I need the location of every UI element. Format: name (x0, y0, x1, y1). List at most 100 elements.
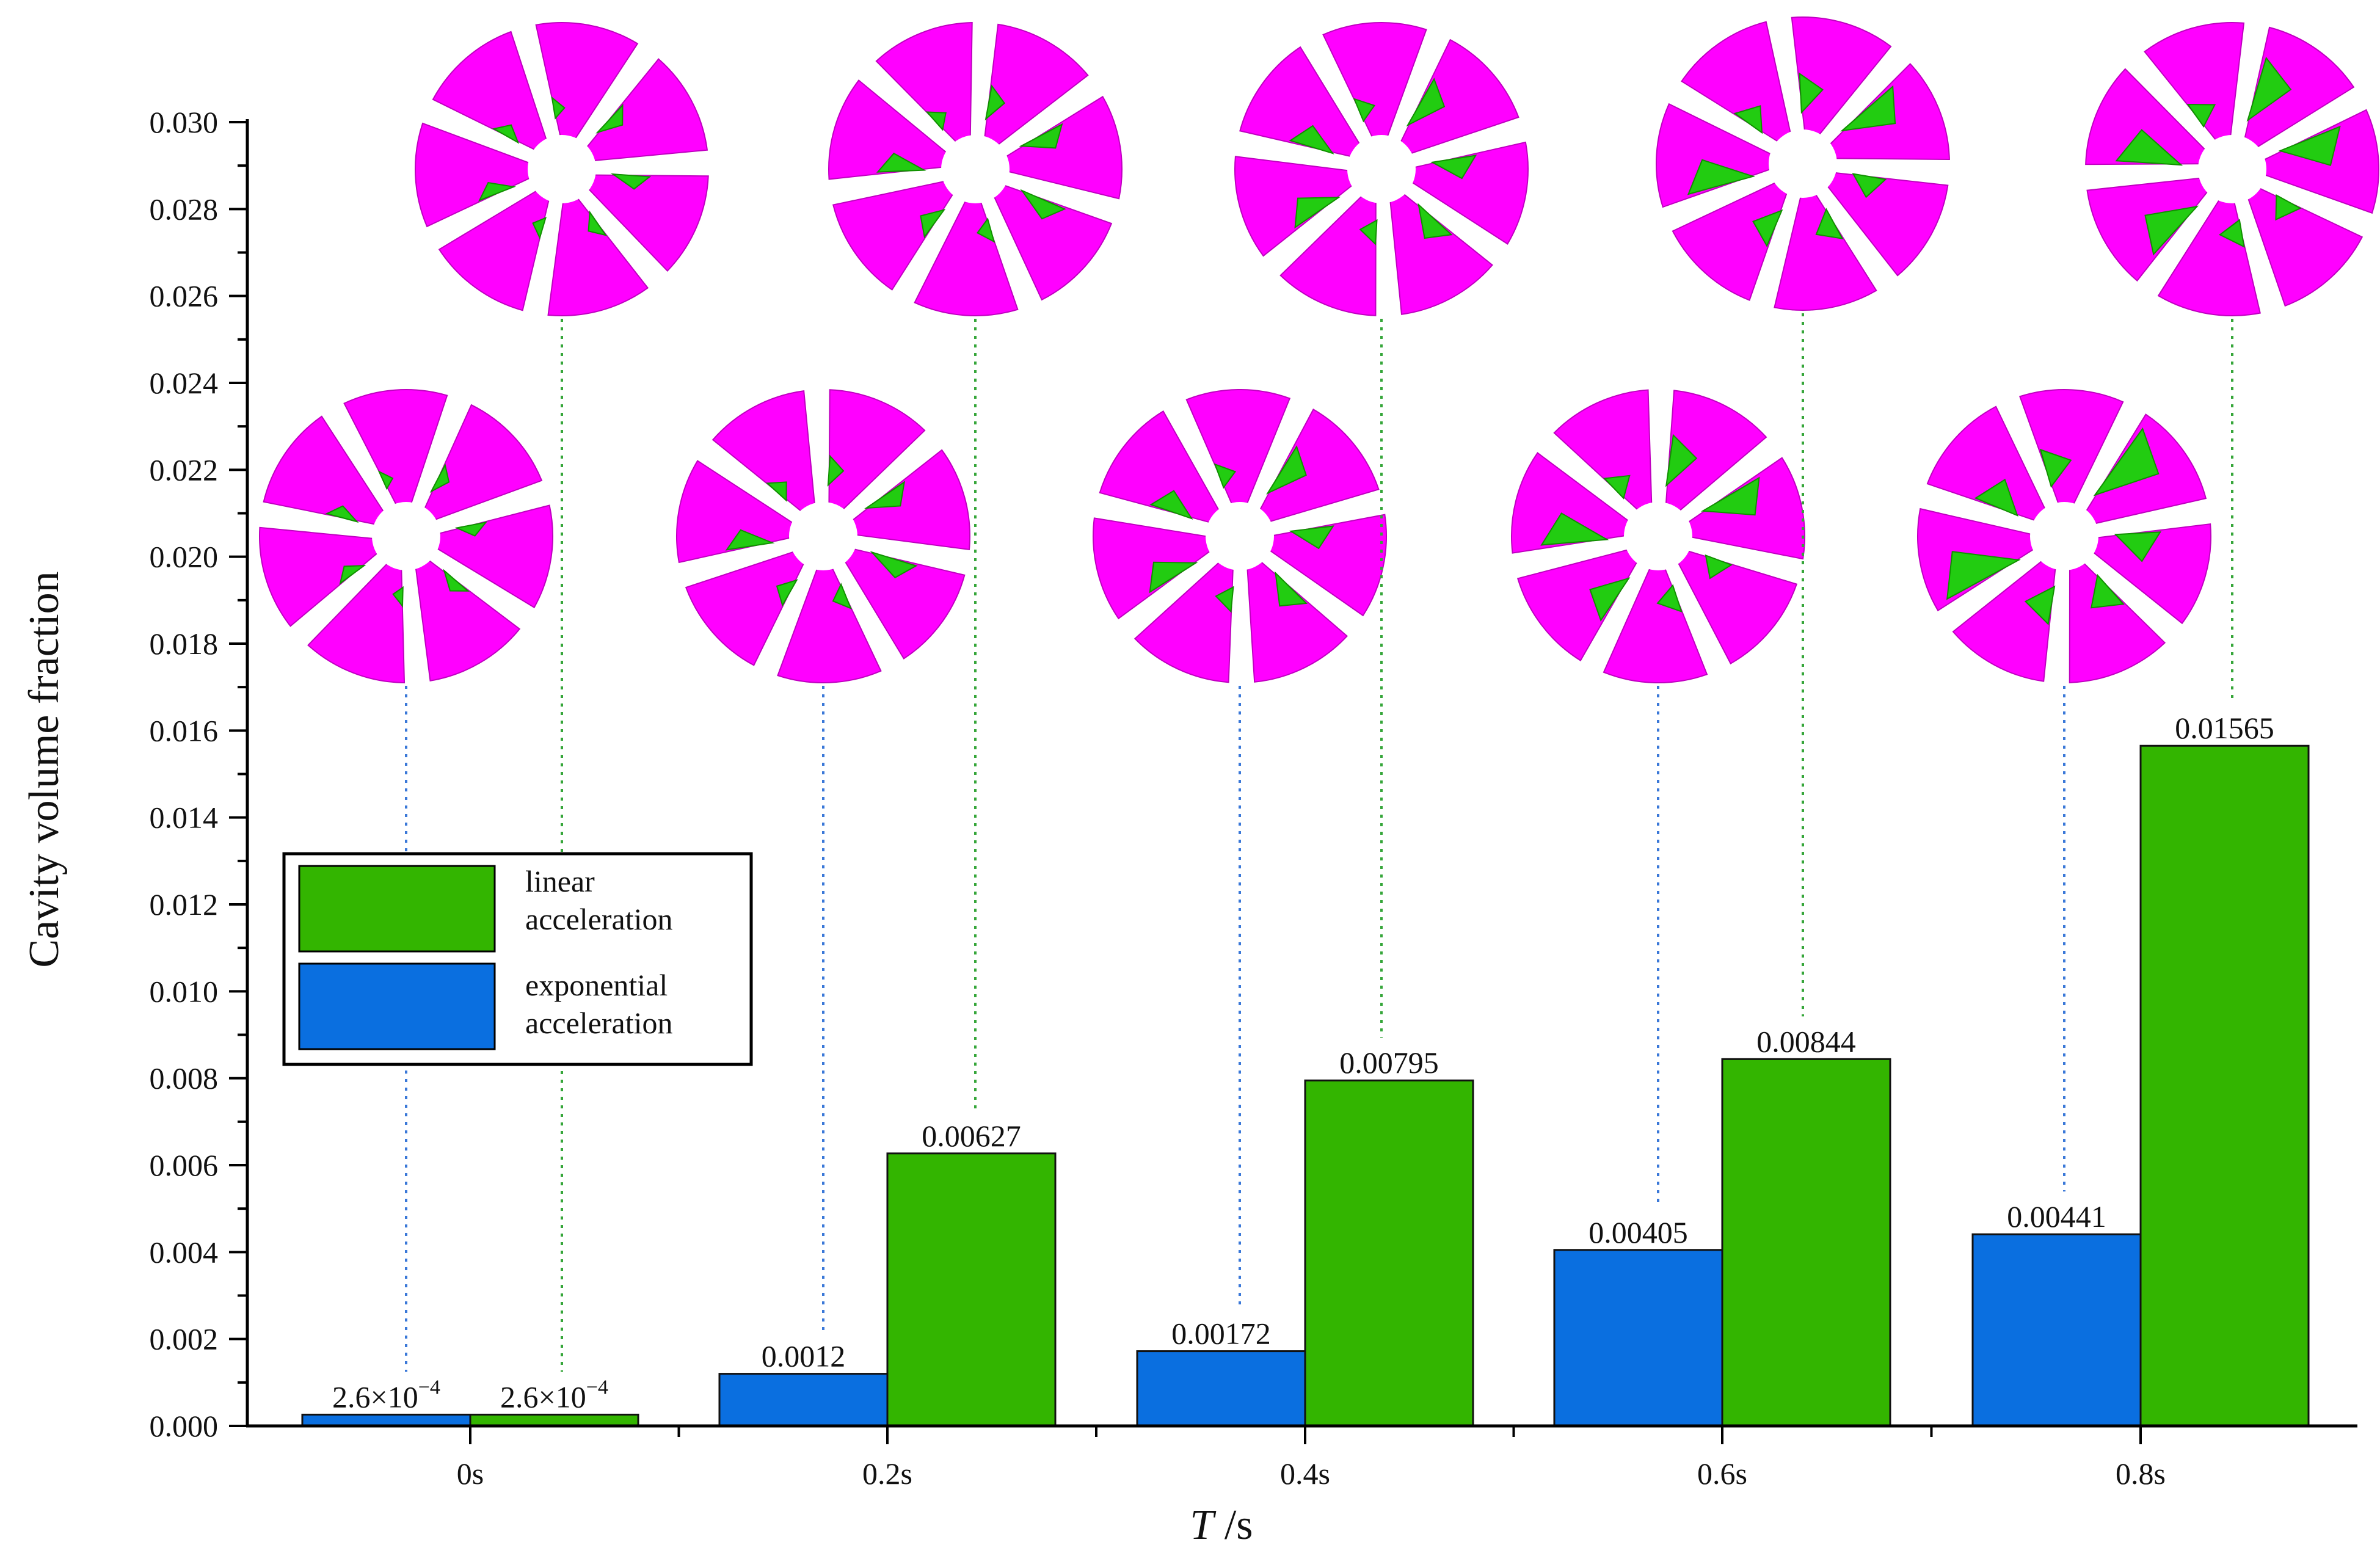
cavity-patch (1540, 512, 1609, 546)
bar-linear-1 (886, 1152, 1057, 1427)
bar-linear-0 (469, 1413, 639, 1427)
propeller-blade (1246, 556, 1348, 683)
y-tick-label: 0.006 (150, 1148, 219, 1182)
propeller-blade (685, 548, 809, 666)
cavity-patch (832, 583, 852, 609)
cavity-patch (1700, 476, 1760, 516)
cavity-patch (392, 586, 404, 608)
cavity-patch (2115, 129, 2183, 166)
cavity-patch (2024, 585, 2056, 625)
x-tick-label: 0s (457, 1456, 484, 1491)
cavity-patch (1214, 463, 1237, 489)
cavity-patch (1974, 478, 2018, 517)
propeller-blade (1791, 16, 1892, 142)
propeller-blade (1603, 561, 1708, 683)
propeller-blade (1774, 187, 1877, 311)
legend-label-linear: linear acceleration (525, 864, 672, 936)
propeller-hub (1347, 135, 1416, 203)
propeller-linear-0 (415, 22, 709, 316)
propeller-blade (840, 547, 966, 660)
cavity-patch (1430, 155, 1477, 180)
x-axis-label-italic: T (1190, 1502, 1217, 1549)
legend-swatch-exponential (298, 962, 496, 1050)
propeller-hub (2030, 502, 2098, 570)
y-tick-label: 0.012 (150, 887, 219, 922)
cavity-patch (1359, 219, 1378, 246)
propeller-images (259, 16, 2379, 683)
propeller-blade (263, 415, 389, 527)
y-tick-label: 0.000 (150, 1409, 219, 1443)
cavity-patch (1705, 554, 1733, 580)
cavity-patch (765, 481, 787, 502)
cavity-patch (864, 481, 906, 509)
bar-value-label: 0.00795 (1339, 1045, 1439, 1080)
y-tick-label: 0.004 (150, 1235, 219, 1269)
cavity-patch (492, 124, 520, 144)
propeller-blade (1262, 514, 1387, 617)
axes (229, 119, 2357, 1444)
cavity-patch (1656, 584, 1683, 613)
cavity-patch (1019, 123, 1063, 149)
propeller-blade (535, 22, 639, 146)
propeller-blade (828, 389, 926, 516)
propeller-exponential-3 (1511, 389, 1805, 683)
cavity-patch (2091, 573, 2125, 609)
cavity-patch (1733, 105, 1763, 134)
propeller-blade (845, 449, 970, 551)
propeller-blade (832, 179, 958, 291)
y-tick-label: 0.024 (150, 366, 219, 400)
propeller-blade (1664, 390, 1767, 517)
propeller-blade (2242, 26, 2355, 152)
propeller-blade (711, 390, 817, 517)
propeller-blade (676, 460, 800, 564)
bar-value-label: 2.6×10−4 (500, 1376, 608, 1414)
cavity-patch (2144, 205, 2199, 256)
propeller-blade (1239, 46, 1365, 159)
propeller-blade (990, 182, 1113, 301)
cavity-patch (1417, 203, 1453, 239)
y-tick-labels: 0.000 0.002 0.004 0.006 0.008 0.010 0.012 0.014… (150, 105, 219, 1443)
propeller-hub (941, 135, 1010, 203)
propeller-linear-2 (1234, 22, 1529, 316)
cavity-patch (611, 173, 652, 190)
propeller-blade (2085, 68, 2211, 165)
y-tick-label: 0.028 (150, 192, 219, 226)
cavity-patch (1353, 98, 1376, 123)
cavity-patch (925, 111, 947, 131)
propeller-blade (307, 557, 406, 683)
propeller-hub (1769, 129, 1837, 198)
cavity-patch (1665, 434, 1698, 487)
y-tick-label: 0.008 (150, 1061, 219, 1096)
cavity-patch (2039, 448, 2072, 488)
propeller-exponential-1 (676, 389, 970, 683)
x-axis-label-unit: /s (1214, 1502, 1253, 1549)
bar-exponential-1 (718, 1373, 889, 1427)
cavity-patch (325, 505, 359, 523)
propeller-blade (2144, 22, 2245, 147)
cavity-patch (595, 103, 624, 134)
bar-exponential-3 (1553, 1249, 1723, 1427)
propeller-blade (1516, 547, 1642, 662)
propeller-blade (438, 186, 551, 311)
propeller-blade (1099, 410, 1224, 525)
cavity-patch (2186, 103, 2216, 128)
bar-value-labels: 2.6×10−4 0.0012 0.00172 0.00405 0.00441 2.6×1… (332, 711, 2274, 1414)
propeller-blade (1952, 555, 2057, 682)
bar-exponential-4 (1971, 1233, 2142, 1427)
propeller-blade (1279, 189, 1377, 316)
bar-value-label: 0.00441 (2007, 1199, 2106, 1234)
propeller-blade (1405, 141, 1529, 245)
cavity-patch (1289, 125, 1334, 155)
propeller-blade (343, 389, 448, 512)
cavity-patch (1289, 525, 1334, 550)
x-axis-label: T /s (1190, 1502, 1253, 1549)
y-tick-label: 0.030 (150, 105, 219, 139)
propeller-hub (789, 502, 857, 570)
cavity-patch (984, 84, 1006, 121)
cavity-patch (876, 152, 926, 173)
propeller-exponential-4 (1917, 389, 2211, 683)
cavity-patch (1294, 197, 1341, 229)
cavity-patch (725, 529, 775, 551)
cavity-patch (976, 217, 995, 243)
cavity-patch (920, 208, 946, 239)
